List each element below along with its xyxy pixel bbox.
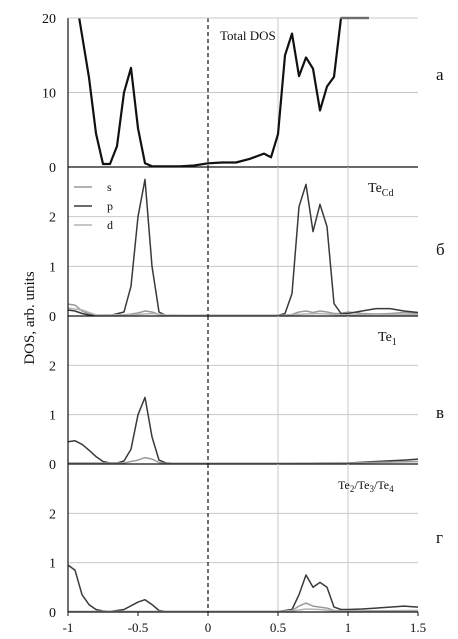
panel-tag-a: а <box>436 65 444 84</box>
panel-label: Total DOS <box>220 28 276 43</box>
panel-1: 0 1 2 TeCd spd <box>49 167 419 325</box>
panel-label-sub: 4 <box>389 484 394 494</box>
y-tick-label: 1 <box>49 557 56 572</box>
panel-tag-b: б <box>436 240 445 259</box>
panel-label-sub: 2 <box>350 484 355 494</box>
panel-label-main: /Te <box>374 478 389 492</box>
y-tick-label: 1 <box>49 260 56 275</box>
panel-label-main: Te <box>338 478 350 492</box>
y-tick-label: 0 <box>49 606 56 621</box>
legend-label: s <box>107 180 112 194</box>
panel-label: Te2/Te3/Te4 <box>338 478 394 494</box>
panel-tag-g: г <box>436 528 443 547</box>
y-axis-label: DOS, arb. units <box>22 271 38 364</box>
y-tick-label: 2 <box>49 359 56 374</box>
series-line-0 <box>78 16 369 168</box>
y-tick-label: 20 <box>42 12 56 27</box>
panel-label-main: Te <box>378 330 392 345</box>
y-tick-label: 0 <box>49 458 56 473</box>
x-tick-label: 1 <box>345 620 352 635</box>
panel-label-sub: 1 <box>392 337 397 348</box>
y-tick-label: 2 <box>49 507 56 522</box>
panel-0: 0 10 20 Total DOS <box>42 12 418 176</box>
y-tick-label: 1 <box>49 409 56 424</box>
panel-label-sub: 3 <box>369 484 374 494</box>
y-tick-label: 10 <box>42 87 56 102</box>
x-tick-label: -0.5 <box>128 620 149 635</box>
series-line-1 <box>68 456 419 465</box>
x-tick-label: -1 <box>63 620 74 635</box>
panel-label: TeCd <box>368 181 393 199</box>
y-tick-label: 2 <box>49 211 56 226</box>
series-line-0 <box>67 396 419 465</box>
x-tick-label: 0.5 <box>270 620 286 635</box>
panel-label-main: /Te <box>354 478 369 492</box>
panel-label-main: Te <box>368 181 382 196</box>
legend-label: d <box>107 218 113 232</box>
y-tick-label: 0 <box>49 161 56 176</box>
series-line-d <box>67 307 418 317</box>
y-tick-label: 0 <box>49 310 56 325</box>
series-line-0 <box>67 564 419 613</box>
x-tick-label: 1.5 <box>410 620 426 635</box>
panel-label-sub: Cd <box>382 188 394 199</box>
series-line-p <box>67 178 419 317</box>
panel-label: Te1 <box>378 330 397 348</box>
legend-label: p <box>107 199 113 213</box>
x-tick-label: 0 <box>205 620 212 635</box>
panel-tag-v: в <box>436 403 445 422</box>
